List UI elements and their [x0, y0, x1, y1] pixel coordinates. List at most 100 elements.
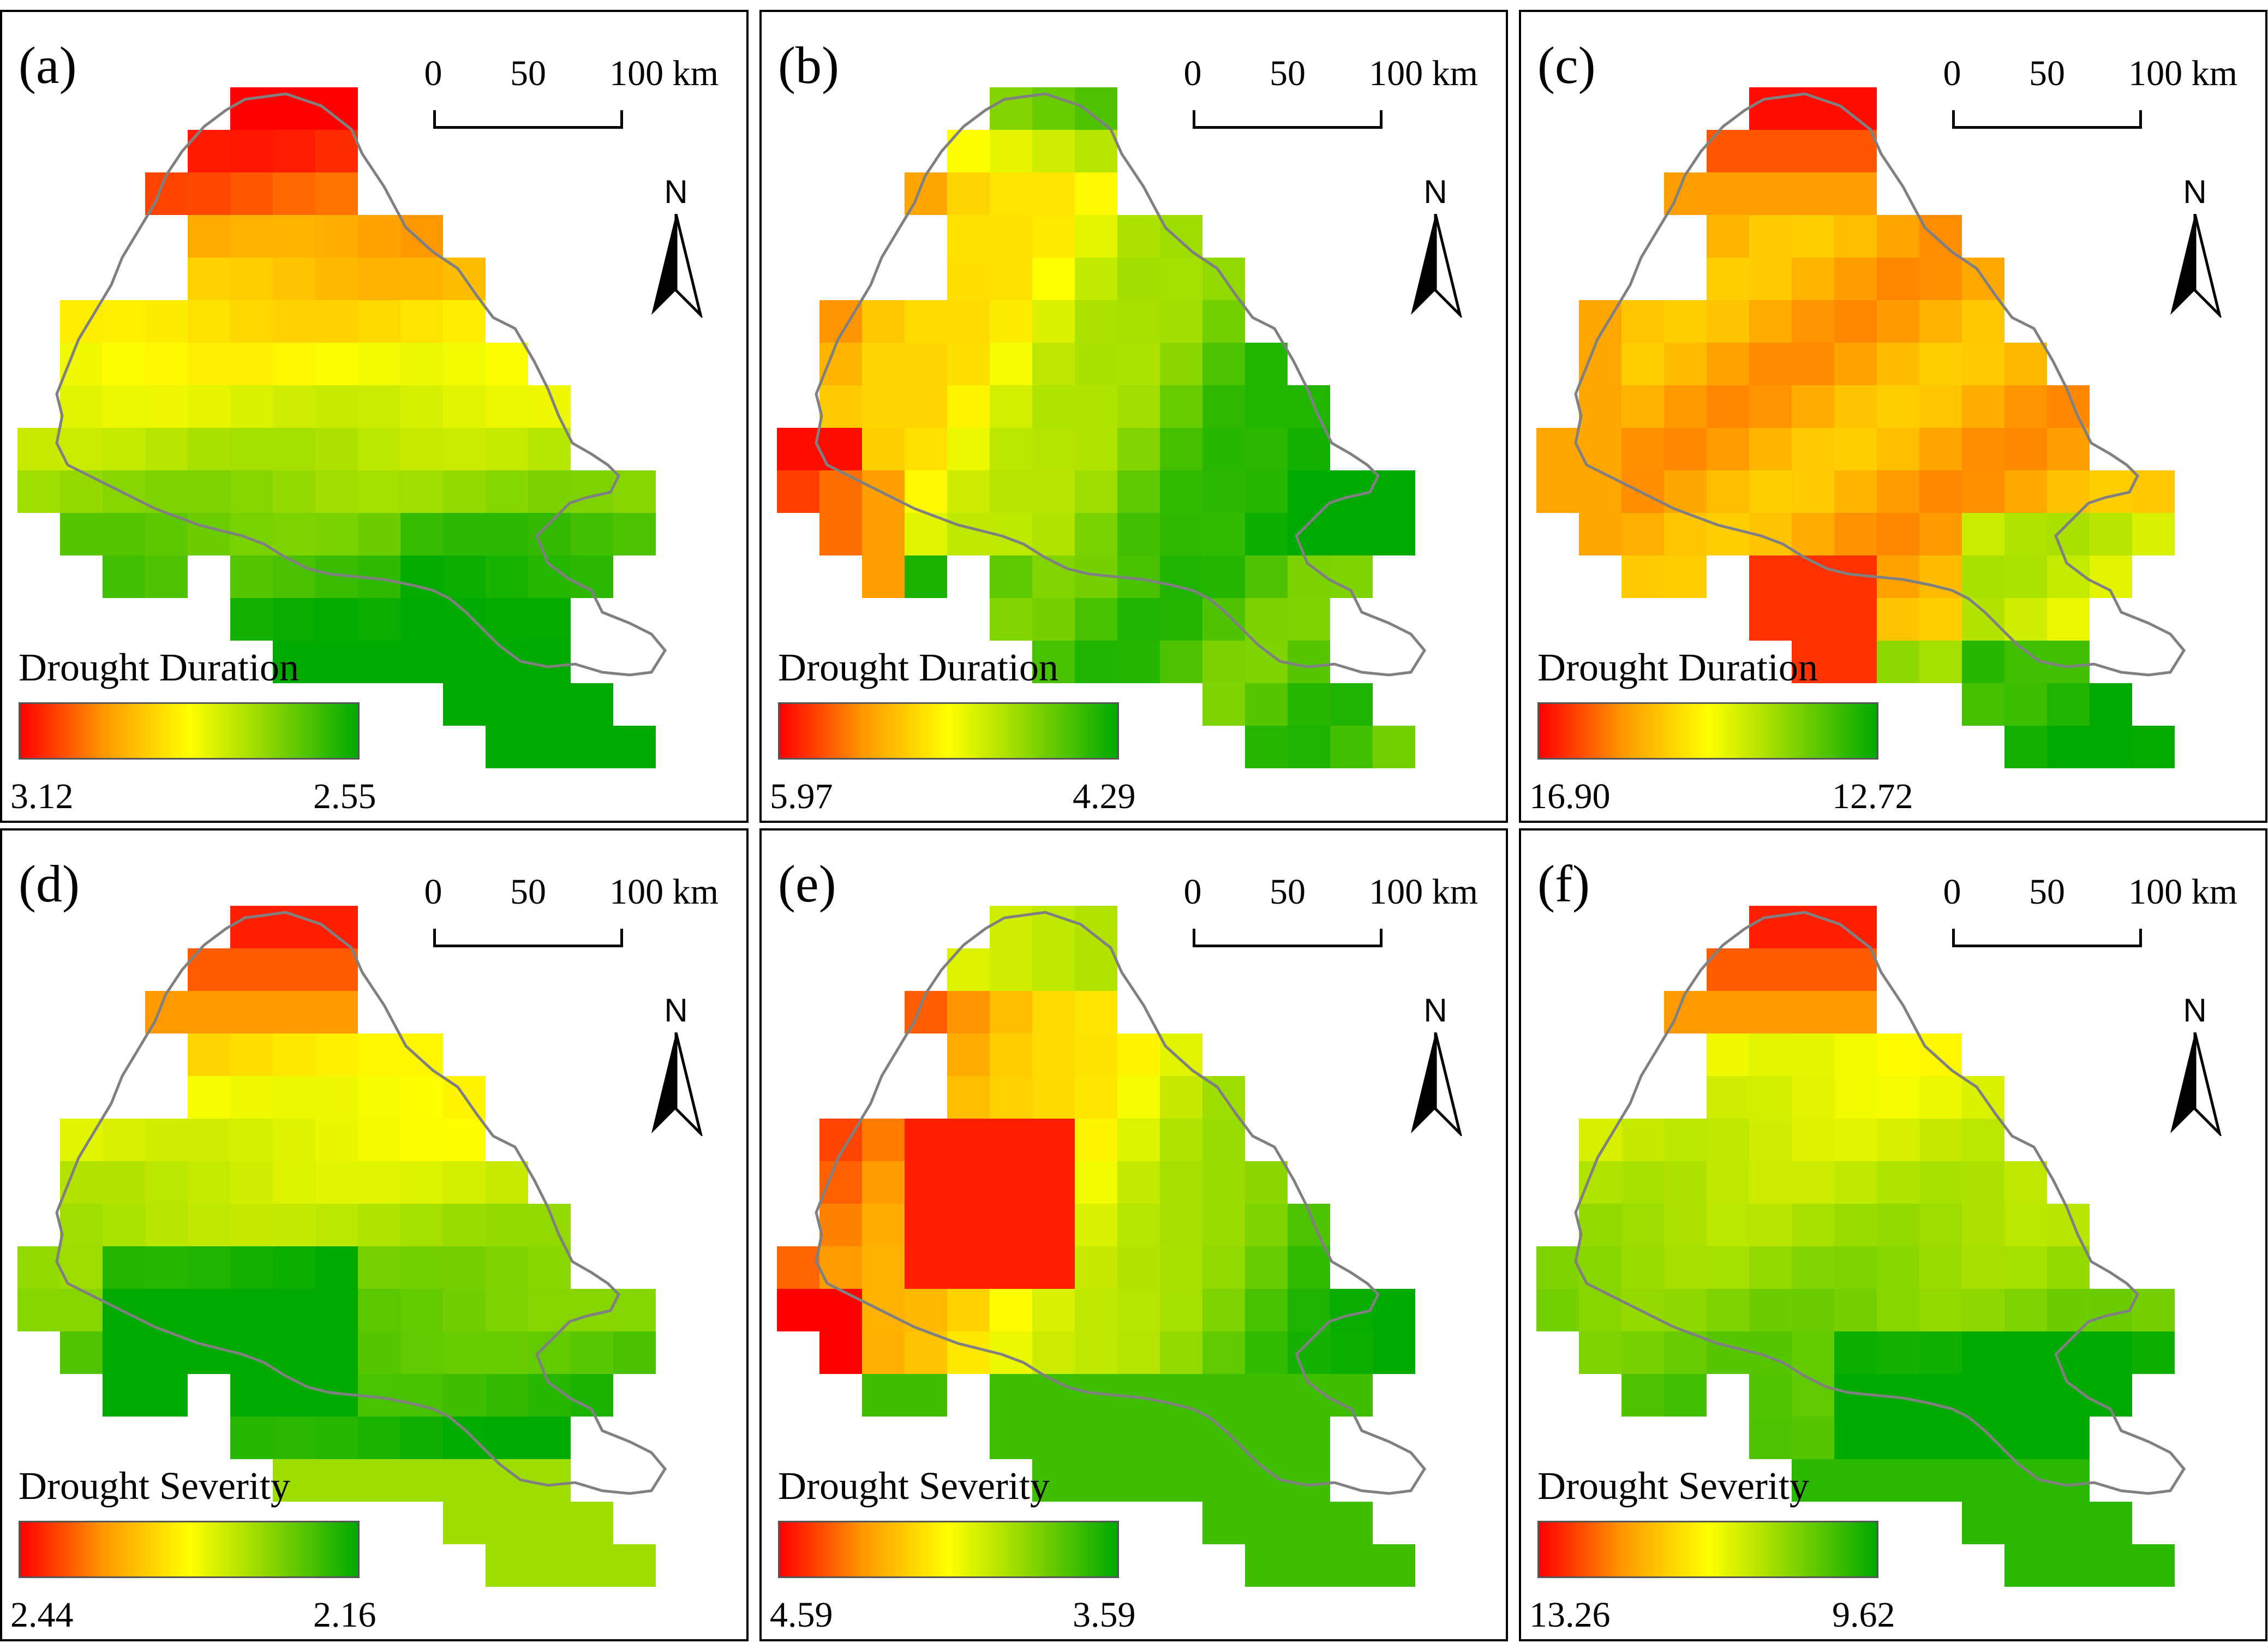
grid-cell [528, 555, 571, 598]
legend-min-value: 5.97 [770, 776, 833, 816]
grid-cell [273, 1289, 315, 1331]
grid-cell [777, 1246, 819, 1289]
grid-cell [1075, 87, 1117, 130]
grid-cell [947, 1033, 990, 1076]
grid-cell [819, 1204, 862, 1246]
grid-cell [103, 300, 145, 343]
grid-cell [17, 470, 60, 513]
grid-cell [1919, 513, 1962, 555]
grid-cell [230, 385, 273, 428]
raster-map [777, 906, 1427, 1587]
grid-cell [2004, 428, 2047, 470]
grid-cell [188, 1076, 230, 1119]
grid-cell [1834, 343, 1877, 385]
basin-boundary [815, 92, 1427, 677]
grid-cell [862, 1119, 905, 1161]
grid-cell [1834, 1331, 1877, 1374]
grid-cell [188, 1161, 230, 1204]
raster-grid [17, 906, 656, 1587]
grid-cell [1749, 906, 1792, 948]
grid-cell [2090, 1544, 2132, 1587]
grid-cell [1075, 1417, 1117, 1459]
grid-cell [1117, 1417, 1160, 1459]
grid-cell [947, 1161, 990, 1204]
legend-colorbar [778, 702, 1119, 760]
grid-cell [1579, 1204, 1621, 1246]
grid-cell [230, 1374, 273, 1417]
grid-cell [486, 555, 528, 598]
grid-cell [443, 1246, 486, 1289]
scale-tick-label: 100 km [1369, 53, 1478, 93]
grid-cell [819, 470, 862, 513]
scale-bar: 0 50 100 km [1936, 874, 2237, 956]
grid-cell [273, 1204, 315, 1246]
grid-cell [188, 343, 230, 385]
grid-cell [400, 641, 443, 683]
legend-title: Drought Severity [778, 1464, 1050, 1508]
grid-cell [2004, 1204, 2047, 1246]
grid-cell [905, 385, 947, 428]
grid-cell [571, 1289, 613, 1331]
grid-cell [188, 991, 230, 1033]
grid-cell [1834, 513, 1877, 555]
grid-cell [947, 215, 990, 258]
grid-cell [1536, 470, 1579, 513]
grid-cell [273, 172, 315, 215]
grid-cell [1032, 641, 1075, 683]
map-panel-d: (d) 0 50 100 km N Drought Severity 2.44 2.16 [0, 828, 749, 1641]
grid-cell [1834, 1119, 1877, 1161]
grid-cell [528, 1246, 571, 1289]
grid-cell [1749, 1033, 1792, 1076]
grid-cell [1245, 1502, 1288, 1544]
scale-tick-label: 0 [1183, 53, 1202, 93]
grid-cell [990, 428, 1032, 470]
scale-tick-label: 100 km [2128, 53, 2237, 93]
grid-cell [1749, 1246, 1792, 1289]
grid-cell [862, 1161, 905, 1204]
grid-cell [1075, 215, 1117, 258]
grid-cell [1621, 513, 1664, 555]
grid-cell [1962, 555, 2004, 598]
grid-cell [1621, 1246, 1664, 1289]
grid-cell [571, 513, 613, 555]
grid-cell [230, 598, 273, 641]
grid-cell [862, 343, 905, 385]
grid-cell [60, 343, 103, 385]
grid-cell [103, 1119, 145, 1161]
grid-cell [400, 343, 443, 385]
grid-cell [1792, 1161, 1834, 1204]
grid-cell [2004, 726, 2047, 768]
grid-cell [2004, 1246, 2047, 1289]
grid-cell [1834, 1204, 1877, 1246]
grid-cell [1032, 1417, 1075, 1459]
grid-cell [1707, 258, 1749, 300]
grid-cell [777, 428, 819, 470]
grid-cell [358, 641, 400, 683]
grid-cell [1032, 130, 1075, 172]
grid-cell [1834, 215, 1877, 258]
grid-cell [905, 1204, 947, 1246]
grid-cell [528, 1289, 571, 1331]
grid-cell [443, 470, 486, 513]
grid-cell [1621, 1204, 1664, 1246]
grid-cell [315, 385, 358, 428]
grid-cell [1373, 726, 1415, 768]
grid-cell [1117, 1033, 1160, 1076]
grid-cell [1288, 1459, 1330, 1502]
legend-title: Drought Duration [778, 646, 1058, 689]
grid-cell [1032, 1331, 1075, 1374]
grid-cell [1834, 948, 1877, 991]
grid-cell [1075, 258, 1117, 300]
grid-cell [188, 513, 230, 555]
scale-line [433, 929, 623, 947]
grid-cell [905, 555, 947, 598]
grid-cell [1075, 1331, 1117, 1374]
grid-cell [571, 1502, 613, 1544]
grid-cell [145, 1374, 188, 1417]
grid-cell [613, 513, 656, 555]
grid-cell [230, 428, 273, 470]
grid-cell [1792, 1033, 1834, 1076]
grid-cell [230, 87, 273, 130]
grid-cell [60, 385, 103, 428]
grid-cell [400, 598, 443, 641]
